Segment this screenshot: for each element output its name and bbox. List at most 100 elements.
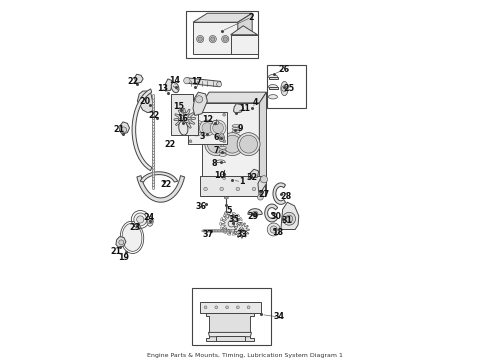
Text: 15: 15: [173, 102, 185, 111]
Ellipse shape: [152, 121, 155, 126]
Circle shape: [202, 123, 213, 134]
Ellipse shape: [152, 126, 155, 131]
Circle shape: [252, 187, 256, 191]
Circle shape: [223, 37, 227, 41]
Circle shape: [220, 136, 223, 139]
Circle shape: [181, 116, 188, 122]
Ellipse shape: [232, 125, 240, 127]
Circle shape: [239, 228, 244, 233]
Circle shape: [184, 77, 190, 84]
Ellipse shape: [152, 182, 155, 187]
Ellipse shape: [152, 135, 155, 140]
Ellipse shape: [226, 230, 230, 232]
Polygon shape: [135, 74, 143, 83]
Circle shape: [223, 140, 225, 143]
Circle shape: [189, 140, 192, 143]
Ellipse shape: [219, 153, 226, 156]
Circle shape: [252, 211, 258, 217]
Ellipse shape: [224, 230, 229, 232]
Polygon shape: [231, 26, 258, 35]
Circle shape: [204, 306, 207, 309]
Circle shape: [223, 177, 225, 180]
Polygon shape: [269, 77, 278, 79]
Ellipse shape: [206, 230, 210, 232]
Ellipse shape: [237, 214, 240, 217]
Ellipse shape: [240, 227, 242, 230]
Polygon shape: [234, 104, 244, 113]
Polygon shape: [200, 176, 265, 196]
Ellipse shape: [152, 97, 155, 102]
Text: 9: 9: [238, 123, 244, 132]
Ellipse shape: [152, 94, 155, 99]
Circle shape: [119, 240, 124, 245]
Text: 19: 19: [119, 253, 130, 262]
Polygon shape: [216, 336, 245, 341]
Text: 1: 1: [239, 177, 244, 186]
Ellipse shape: [152, 179, 155, 184]
Text: 8: 8: [212, 159, 218, 168]
Ellipse shape: [229, 230, 233, 232]
Circle shape: [267, 223, 280, 236]
Ellipse shape: [214, 230, 218, 232]
Circle shape: [236, 306, 239, 309]
Text: 25: 25: [283, 84, 294, 93]
Circle shape: [199, 120, 215, 136]
Ellipse shape: [216, 230, 220, 232]
Ellipse shape: [152, 176, 155, 181]
Text: 16: 16: [177, 114, 188, 123]
Ellipse shape: [232, 212, 236, 214]
Circle shape: [207, 135, 225, 153]
Polygon shape: [140, 172, 178, 182]
Circle shape: [228, 221, 235, 227]
Ellipse shape: [223, 214, 226, 217]
Ellipse shape: [220, 217, 223, 221]
Circle shape: [210, 120, 226, 136]
Polygon shape: [172, 94, 198, 135]
Ellipse shape: [223, 230, 227, 232]
Circle shape: [189, 113, 192, 116]
Polygon shape: [269, 87, 278, 89]
Text: 22: 22: [165, 140, 176, 149]
Polygon shape: [116, 237, 126, 247]
Text: 37: 37: [203, 230, 214, 239]
Polygon shape: [258, 177, 267, 198]
Ellipse shape: [227, 233, 231, 235]
Polygon shape: [178, 113, 191, 126]
Polygon shape: [248, 209, 262, 215]
Circle shape: [121, 127, 126, 133]
Circle shape: [223, 113, 225, 116]
Ellipse shape: [220, 227, 223, 230]
Ellipse shape: [211, 230, 215, 232]
Circle shape: [196, 96, 203, 103]
Circle shape: [286, 215, 293, 222]
Ellipse shape: [220, 230, 224, 232]
Polygon shape: [137, 176, 185, 202]
Text: 26: 26: [278, 65, 290, 74]
Circle shape: [224, 212, 228, 215]
Circle shape: [182, 116, 188, 122]
Text: 31: 31: [282, 216, 293, 225]
Ellipse shape: [171, 82, 179, 93]
Circle shape: [237, 133, 260, 156]
Ellipse shape: [269, 85, 277, 89]
Ellipse shape: [152, 123, 155, 129]
Polygon shape: [265, 204, 278, 222]
Ellipse shape: [212, 121, 219, 125]
Polygon shape: [166, 79, 172, 91]
Text: 6: 6: [214, 133, 219, 142]
Circle shape: [198, 37, 202, 41]
Polygon shape: [193, 22, 238, 54]
Text: 32: 32: [247, 173, 258, 182]
Ellipse shape: [152, 158, 155, 163]
Circle shape: [247, 306, 250, 309]
Ellipse shape: [152, 153, 155, 158]
Ellipse shape: [220, 222, 221, 226]
Circle shape: [189, 120, 204, 136]
Circle shape: [211, 37, 215, 41]
Polygon shape: [205, 313, 254, 341]
Ellipse shape: [152, 164, 155, 169]
Ellipse shape: [152, 147, 155, 152]
Ellipse shape: [152, 173, 155, 178]
Ellipse shape: [152, 132, 155, 137]
Circle shape: [220, 187, 223, 191]
